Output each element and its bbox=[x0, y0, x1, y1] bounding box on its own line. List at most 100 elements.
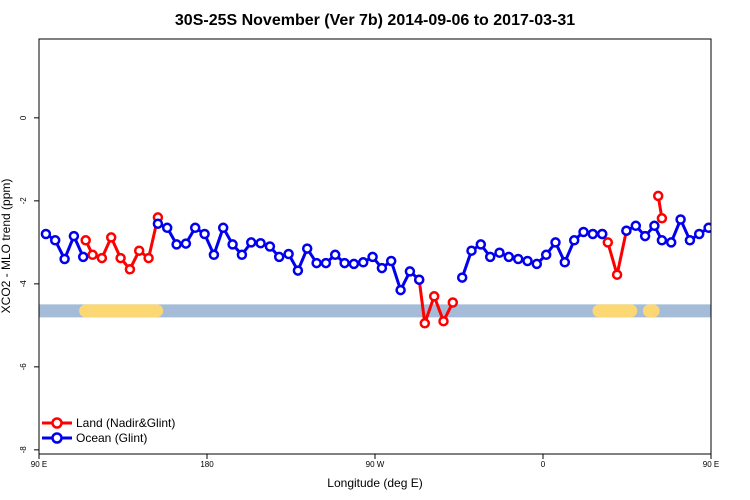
series-ocean bbox=[40, 214, 750, 296]
data-point-ocean bbox=[639, 230, 651, 242]
data-point-ocean bbox=[68, 230, 80, 242]
legend-label-land: Land (Nadir&Glint) bbox=[76, 416, 175, 430]
data-point-ocean bbox=[77, 251, 89, 263]
data-point-ocean bbox=[40, 228, 52, 240]
data-point-ocean bbox=[348, 258, 360, 270]
series-line-ocean bbox=[460, 230, 603, 279]
data-point-ocean bbox=[236, 249, 248, 261]
data-point-ocean bbox=[255, 237, 266, 249]
legend-marker-land bbox=[51, 417, 63, 429]
x-tick-label: 0 bbox=[541, 460, 546, 469]
legend-entry-land: Land (Nadir&Glint) bbox=[42, 416, 175, 430]
data-point-ocean bbox=[684, 235, 696, 246]
data-point-ocean bbox=[227, 239, 238, 250]
data-point-land bbox=[80, 235, 91, 246]
data-point-ocean bbox=[189, 222, 201, 234]
data-point-ocean bbox=[49, 235, 61, 246]
data-point-ocean bbox=[208, 249, 220, 261]
y-axis-label: XCO2 - MLO trend (ppm) bbox=[0, 179, 13, 314]
data-point-land bbox=[447, 297, 459, 308]
data-point-land bbox=[656, 213, 668, 224]
y-tick-label: -6 bbox=[19, 363, 28, 371]
data-point-ocean bbox=[199, 228, 210, 240]
series-layer bbox=[40, 190, 750, 329]
legend-label-ocean: Ocean (Glint) bbox=[76, 431, 147, 445]
data-point-ocean bbox=[733, 232, 741, 240]
y-tick-label: 0 bbox=[19, 115, 28, 120]
data-point-land bbox=[124, 264, 136, 275]
data-point-ocean bbox=[273, 251, 285, 263]
x-axis: 90 E 180 90 W 0 90 E bbox=[31, 454, 719, 469]
data-point-ocean bbox=[693, 228, 705, 240]
data-point-ocean bbox=[512, 253, 524, 265]
data-point-ocean bbox=[568, 235, 580, 246]
data-point-ocean bbox=[723, 224, 731, 232]
data-point-ocean bbox=[456, 272, 468, 283]
y-tick-label: -2 bbox=[19, 197, 28, 205]
data-point-ocean bbox=[292, 265, 304, 276]
data-point-ocean bbox=[301, 243, 313, 254]
data-point-land bbox=[438, 315, 449, 327]
data-point-ocean bbox=[656, 235, 668, 246]
data-point-ocean bbox=[587, 228, 599, 240]
data-point-ocean bbox=[320, 257, 332, 269]
data-point-ocean bbox=[395, 284, 406, 296]
data-point-ocean bbox=[59, 253, 70, 265]
data-point-ocean bbox=[385, 255, 397, 267]
data-point-ocean bbox=[367, 251, 378, 263]
x-tick-label: 90 E bbox=[703, 460, 719, 469]
chart-title: 30S-25S November (Ver 7b) 2014-09-06 to … bbox=[175, 12, 575, 29]
data-point-land bbox=[115, 252, 126, 264]
data-point-land bbox=[428, 291, 440, 302]
data-point-ocean bbox=[413, 274, 425, 285]
data-point-land bbox=[611, 269, 623, 280]
data-point-land bbox=[105, 232, 117, 243]
data-point-land bbox=[419, 318, 431, 329]
data-point-ocean bbox=[475, 239, 487, 250]
data-point-ocean bbox=[675, 214, 686, 225]
data-point-land bbox=[87, 249, 98, 261]
data-point-ocean bbox=[578, 226, 589, 238]
legend-marker-ocean bbox=[51, 432, 63, 444]
x-tick-label: 90 E bbox=[31, 460, 47, 469]
y-axis: 0 -2 -4 -6 -8 bbox=[19, 115, 39, 453]
data-point-ocean bbox=[404, 266, 416, 277]
legend-entry-ocean: Ocean (Glint) bbox=[42, 431, 147, 445]
data-point-ocean bbox=[596, 228, 608, 240]
data-point-ocean bbox=[311, 257, 322, 269]
data-point-ocean bbox=[357, 257, 369, 268]
data-point-land bbox=[652, 190, 664, 202]
data-point-ocean bbox=[484, 251, 496, 263]
data-point-land bbox=[602, 237, 614, 248]
data-point-ocean bbox=[152, 218, 164, 229]
data-point-ocean bbox=[531, 258, 543, 270]
data-point-ocean bbox=[559, 257, 571, 268]
y-tick-label: -4 bbox=[19, 280, 28, 288]
data-point-ocean bbox=[264, 241, 276, 252]
legend: Land (Nadir&Glint) Ocean (Glint) bbox=[42, 416, 175, 445]
data-point-ocean bbox=[522, 255, 533, 267]
data-point-ocean bbox=[171, 239, 182, 250]
data-point-ocean bbox=[283, 248, 294, 260]
data-point-ocean bbox=[217, 222, 229, 234]
data-point-ocean bbox=[180, 238, 192, 249]
data-point-ocean bbox=[742, 230, 750, 238]
data-point-ocean bbox=[161, 222, 173, 234]
data-point-ocean bbox=[630, 220, 642, 232]
x-tick-label: 90 W bbox=[366, 460, 385, 469]
data-point-ocean bbox=[494, 247, 505, 258]
data-point-land bbox=[143, 252, 154, 264]
data-point-ocean bbox=[550, 237, 561, 248]
data-point-land bbox=[96, 252, 108, 264]
data-point-ocean bbox=[245, 237, 257, 248]
y-tick-label: -8 bbox=[19, 446, 28, 454]
data-point-ocean bbox=[339, 257, 350, 269]
data-point-ocean bbox=[621, 225, 632, 236]
data-point-ocean bbox=[703, 222, 711, 234]
x-axis-label: Longitude (deg E) bbox=[327, 476, 422, 490]
data-point-ocean bbox=[665, 237, 677, 248]
data-point-ocean bbox=[649, 220, 660, 232]
data-point-ocean bbox=[329, 249, 341, 261]
data-point-land bbox=[133, 245, 145, 256]
